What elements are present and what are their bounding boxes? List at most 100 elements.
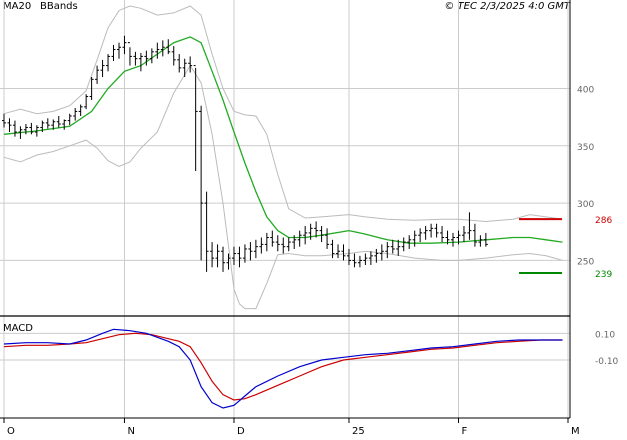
ohlc-bar <box>78 104 83 117</box>
ohlc-bar <box>29 122 34 135</box>
ohlc-bar <box>166 39 171 55</box>
macd-line <box>3 328 563 409</box>
ohlc-bar <box>368 251 373 266</box>
ohlc-bar <box>418 228 423 243</box>
ohlc-bar <box>160 40 165 57</box>
ohlc-bar <box>149 48 154 64</box>
time-tick-label: N <box>127 426 134 437</box>
ohlc-bar <box>478 235 483 247</box>
macd-signal-line <box>3 332 563 401</box>
ohlc-bar <box>23 124 28 135</box>
ohlc-bar <box>210 242 215 268</box>
ohlc-bar <box>106 54 111 72</box>
ohlc-bar <box>193 65 198 172</box>
ohlc-bar <box>2 113 6 128</box>
support-label: 239 <box>595 270 612 280</box>
ohlc-bar <box>51 119 56 130</box>
ma20-line <box>3 36 563 244</box>
ohlc-bar <box>363 253 368 266</box>
ohlc-bar <box>138 52 143 72</box>
resistance-label: 286 <box>595 216 612 226</box>
ohlc-bar <box>396 239 401 256</box>
ohlc-bar <box>297 230 302 247</box>
ohlc-bar <box>308 223 313 240</box>
ohlc-bar <box>472 223 477 247</box>
ohlc-bar <box>429 223 434 238</box>
ohlc-bar <box>440 226 445 243</box>
ohlc-bar <box>385 242 390 259</box>
ohlc-bar <box>133 51 138 66</box>
ohlc-bar <box>467 212 472 240</box>
ohlc-bar <box>264 232 269 252</box>
ohlc-bar <box>40 120 45 133</box>
bband-lower-line <box>3 64 563 310</box>
ohlc-bar <box>330 239 335 259</box>
ohlc-bar <box>352 253 357 268</box>
ohlc-bar <box>111 44 116 61</box>
ohlc-bar <box>434 223 439 238</box>
ohlc-bar <box>84 94 89 110</box>
ohlc-bar <box>67 113 72 126</box>
ohlc-bar <box>62 119 67 130</box>
time-axis: O N D 25 F M <box>3 418 580 437</box>
ohlc-bar <box>374 248 379 263</box>
ohlc-bar <box>237 246 242 268</box>
ohlc-bar <box>204 191 209 272</box>
ohlc-bar <box>423 226 428 240</box>
price-tick-label: 400 <box>577 86 594 96</box>
price-tick-label: 250 <box>577 257 594 267</box>
time-tick-label: F <box>461 426 467 437</box>
ohlc-bar <box>357 255 362 268</box>
ohlc-bar <box>445 230 450 245</box>
macd-panel: 0.10 -0.10 <box>0 328 619 409</box>
ohlc-bar <box>155 42 160 59</box>
ohlc-bar <box>199 105 204 261</box>
ohlc-bar <box>7 118 12 133</box>
ohlc-bar <box>303 226 308 245</box>
ohlc-bar <box>45 118 50 129</box>
ma20-legend-label: MA20 <box>3 1 31 12</box>
ohlc-bar <box>221 246 226 272</box>
ohlc-bar <box>127 42 132 66</box>
ohlc-bar <box>341 244 346 261</box>
ohlc-bar <box>215 244 220 268</box>
ohlc-bar <box>231 246 236 266</box>
ohlc-bar <box>56 116 61 128</box>
ohlc-bar <box>18 126 23 139</box>
ohlc-bar <box>390 239 395 254</box>
ohlc-bar <box>314 221 319 238</box>
ohlc-bar <box>116 42 121 59</box>
macd-panel-label: MACD <box>3 323 33 334</box>
ohlc-bar <box>292 235 297 249</box>
ohlc-bar <box>122 35 127 55</box>
ohlc-bar <box>248 242 253 261</box>
ohlc-bar <box>171 46 176 66</box>
macd-tick-label: 0.10 <box>595 330 615 340</box>
price-tick-label: 300 <box>577 200 594 210</box>
price-tick-label: 350 <box>577 143 594 153</box>
ohlc-bar <box>483 232 488 247</box>
ohlc-bar <box>270 230 275 247</box>
ohlc-bar <box>319 226 324 243</box>
ohlc-bar <box>401 237 406 252</box>
ohlc-bar <box>73 107 78 121</box>
time-tick-label: 25 <box>352 426 365 437</box>
ohlc-bar <box>461 226 466 243</box>
ohlc-bar <box>325 228 330 249</box>
ohlc-bar <box>281 237 286 254</box>
ohlc-bar <box>451 232 456 247</box>
ohlc-bar <box>177 54 182 73</box>
price-panel: 250 300 350 400 286 239 <box>0 0 612 418</box>
macd-tick-label: -0.10 <box>595 357 619 367</box>
ohlc-bar <box>242 244 247 263</box>
ohlc-bar <box>259 237 264 254</box>
ohlc-bar <box>407 235 412 249</box>
ohlc-bar <box>456 230 461 245</box>
ohlc-bar <box>95 65 100 84</box>
time-tick-label: O <box>7 426 15 437</box>
bbands-legend-label: BBands <box>40 1 78 12</box>
ohlc-bar <box>275 235 280 252</box>
ohlc-bar <box>100 59 105 78</box>
ohlc-bar <box>89 77 94 100</box>
